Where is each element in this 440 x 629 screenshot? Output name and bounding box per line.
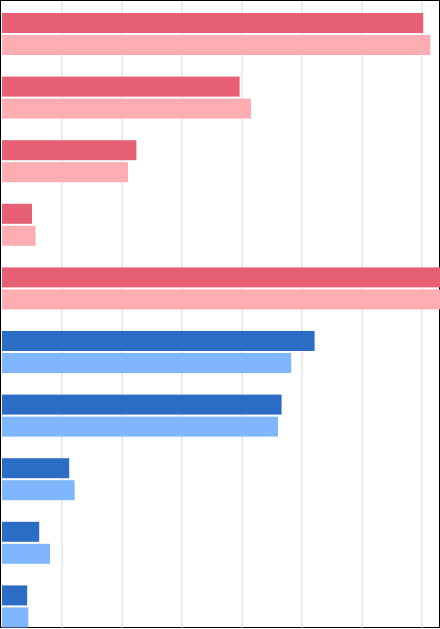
bar-6-series-2 — [2, 353, 292, 373]
bar-5-series-1 — [2, 267, 440, 288]
bar-9-series-2 — [2, 543, 50, 564]
bar-7-series-2 — [2, 416, 278, 437]
bar-2-series-1 — [2, 76, 240, 97]
bar-8-series-1 — [2, 458, 70, 479]
bar-4-series-2 — [2, 225, 36, 246]
bar-3-series-1 — [2, 140, 137, 161]
bar-4-series-1 — [2, 203, 32, 224]
bar-1-series-2 — [2, 35, 431, 55]
bar-10-series-2 — [2, 607, 29, 628]
bar-10-series-1 — [2, 585, 28, 606]
bar-6-series-1 — [2, 331, 315, 351]
bar-8-series-2 — [2, 480, 75, 501]
bar-5-series-2 — [2, 289, 440, 310]
bar-3-series-2 — [2, 162, 128, 183]
bar-1-series-1 — [2, 13, 424, 33]
bar-9-series-1 — [2, 521, 40, 542]
bar-2-series-2 — [2, 98, 251, 119]
bars — [2, 13, 440, 628]
bar-7-series-1 — [2, 394, 282, 415]
